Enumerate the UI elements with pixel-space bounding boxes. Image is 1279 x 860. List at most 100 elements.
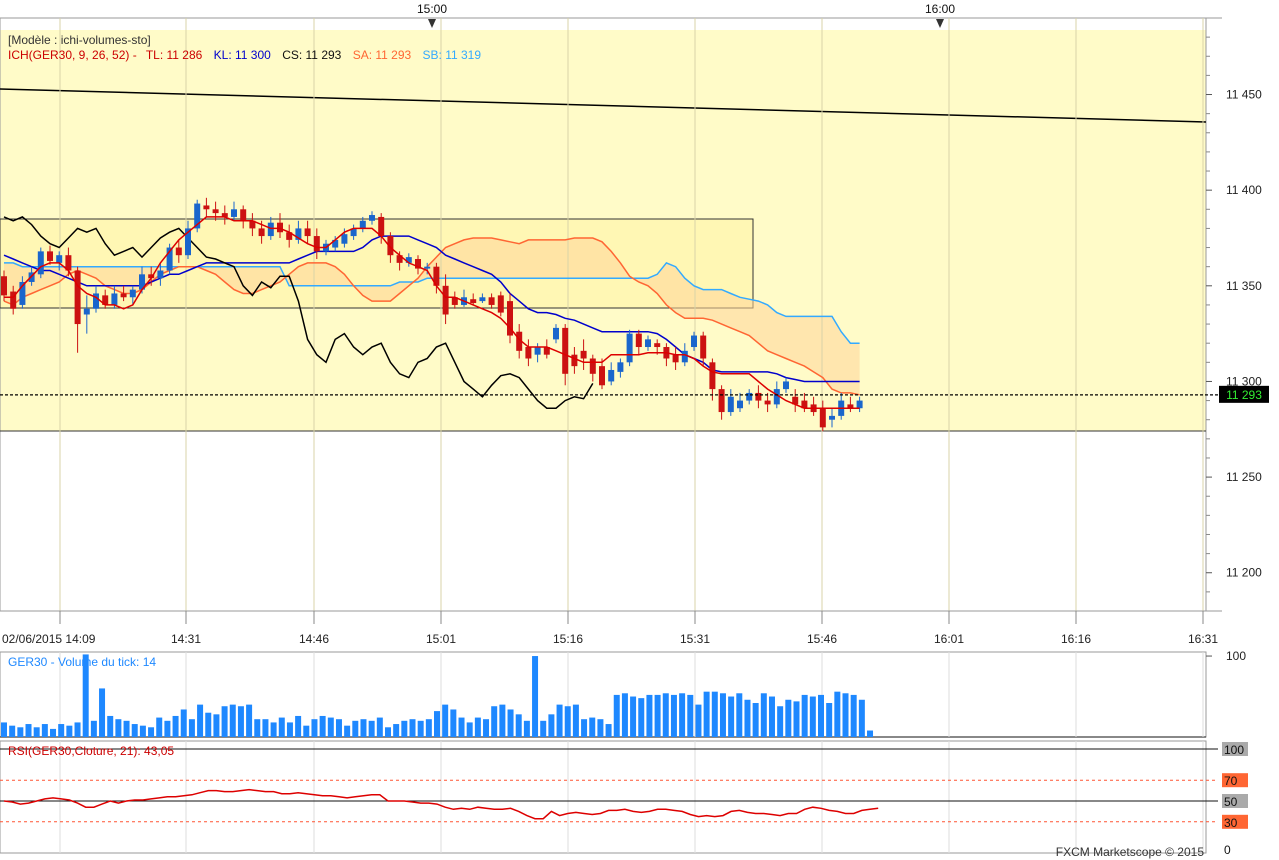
candle — [332, 236, 339, 252]
volume-bar — [589, 717, 596, 737]
candle-body — [111, 293, 118, 305]
senkou-span-a-line — [3, 237, 860, 396]
volume-bar — [360, 719, 367, 737]
volume-bar — [613, 694, 620, 737]
candle — [700, 331, 707, 367]
rsi-label: RSI(GER30,Cloture, 21): 43,05 — [8, 744, 174, 758]
rsi-line — [3, 788, 879, 820]
volume-axis: 100 — [1206, 649, 1246, 663]
volume-bar — [82, 654, 89, 737]
candle-body — [286, 232, 293, 240]
rsi-tick-label: 100 — [1224, 743, 1244, 757]
candle-body — [553, 327, 559, 340]
candle — [369, 211, 375, 225]
candle — [378, 213, 385, 244]
volume-bar — [58, 724, 65, 737]
volume-bars — [1, 654, 874, 737]
candle — [829, 408, 835, 428]
candle-body — [369, 215, 375, 221]
candle-body — [488, 297, 495, 305]
candle-body — [783, 381, 789, 390]
rsi-panel[interactable]: RSI(GER30,Cloture, 21): 43,05 100 70 50 30 0 — [0, 740, 1248, 857]
time-tick-label-8: 16:16 — [1061, 632, 1091, 646]
candle — [304, 220, 311, 244]
volume-bar — [417, 720, 424, 737]
volume-bar — [384, 727, 391, 737]
candle — [19, 276, 26, 309]
candle — [185, 220, 191, 260]
ichimoku-cloud — [4, 238, 860, 395]
candle-body — [654, 343, 661, 348]
candle — [231, 201, 237, 221]
volume-bar — [9, 725, 16, 737]
price-tick-label-4: 11 400 — [1226, 183, 1262, 197]
volume-bar — [25, 724, 32, 737]
ichimoku-legend: ICH(GER30, 9, 26, 52) - TL: 11 286 KL: 1… — [8, 48, 481, 62]
volume-bar — [205, 712, 212, 737]
rsi-tick-label: 70 — [1224, 774, 1238, 788]
volume-bar — [401, 720, 408, 737]
candle-body — [387, 236, 394, 256]
volume-bar — [90, 720, 97, 737]
long-trend-line — [0, 88, 1207, 123]
volume-bar — [442, 704, 449, 737]
candle — [120, 285, 127, 302]
candle — [47, 245, 53, 265]
candle-body — [534, 347, 541, 355]
volume-bar — [164, 720, 171, 737]
volume-bar — [254, 719, 261, 737]
candle-body — [516, 331, 523, 351]
candle — [405, 253, 412, 267]
volume-bar — [523, 720, 530, 737]
candle — [10, 285, 17, 315]
volume-panel[interactable]: GER30 - Volume du tick: 14 100 — [0, 649, 1246, 738]
candle — [203, 197, 210, 217]
candle — [672, 347, 679, 370]
volume-bar — [850, 694, 857, 737]
volume-bar — [630, 696, 637, 737]
candle — [157, 262, 164, 286]
candle — [442, 274, 449, 325]
top-axis-label-16: 16:00 — [925, 2, 955, 16]
chikou-span-line — [3, 216, 594, 409]
candle — [709, 358, 716, 401]
time-tick-label-6: 15:46 — [807, 632, 837, 646]
price-tick-label-5: 11 450 — [1226, 88, 1262, 102]
volume-bar — [352, 720, 359, 737]
volume-bar — [548, 714, 555, 737]
candle — [83, 295, 90, 334]
candle-body — [267, 222, 274, 237]
price-panel[interactable]: [Modèle : ichi-volumes-sto] ICH(GER30, 9… — [0, 17, 1218, 612]
volume-bar — [768, 696, 775, 737]
volume-bar — [123, 720, 130, 737]
candle — [221, 205, 228, 225]
rsi-axis: 100 70 50 30 0 — [1222, 742, 1248, 857]
candle-body — [93, 293, 99, 309]
volume-bar — [483, 719, 490, 737]
candle-body — [415, 259, 421, 269]
candle — [488, 293, 495, 309]
candle — [580, 339, 587, 370]
candle — [764, 392, 771, 413]
volume-bar — [638, 698, 645, 737]
volume-bar — [41, 724, 48, 737]
candle-body — [525, 347, 532, 359]
ichimoku-cs: CS: 11 293 — [282, 48, 341, 62]
current-price-value: 11 293 — [1226, 388, 1262, 402]
volume-bar — [17, 727, 24, 737]
volume-bar — [197, 704, 204, 737]
volume-bar — [180, 709, 187, 737]
candle — [507, 293, 513, 344]
candle-body — [580, 350, 587, 359]
candle-body — [405, 257, 412, 263]
candle-body — [249, 220, 256, 229]
volume-bar — [507, 709, 514, 737]
volume-bar — [450, 709, 457, 737]
volume-bar — [74, 722, 81, 737]
candle-body — [507, 301, 513, 336]
volume-bar — [466, 722, 473, 737]
rsi-panel-frame — [0, 740, 1207, 854]
candle — [277, 213, 283, 238]
volume-bar — [172, 715, 179, 737]
candle-body — [65, 255, 72, 271]
